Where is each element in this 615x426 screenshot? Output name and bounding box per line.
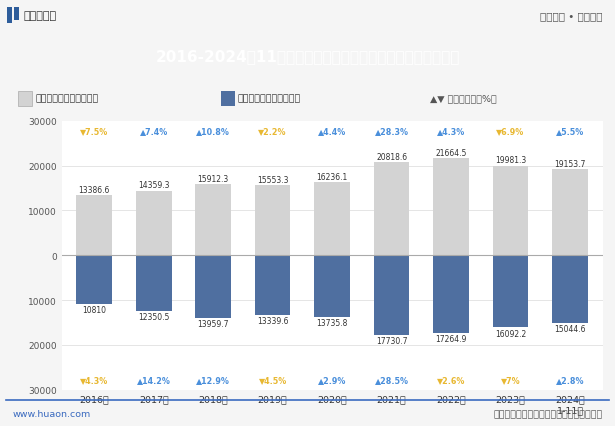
- Bar: [136, 191, 172, 256]
- Bar: [552, 170, 588, 256]
- Text: www.huaon.com: www.huaon.com: [12, 409, 90, 418]
- Text: ▲10.8%: ▲10.8%: [196, 127, 230, 136]
- Text: ▲7.4%: ▲7.4%: [140, 127, 168, 136]
- Bar: [374, 162, 410, 256]
- Text: ▼2.2%: ▼2.2%: [258, 127, 287, 136]
- Text: 19153.7: 19153.7: [554, 160, 585, 169]
- Text: 13339.6: 13339.6: [257, 317, 288, 325]
- Text: ▼6.9%: ▼6.9%: [496, 127, 525, 136]
- Text: 17730.7: 17730.7: [376, 336, 407, 345]
- Text: 2016-2024年11月中国与亚太经济合作组织进、出口商品总值: 2016-2024年11月中国与亚太经济合作组织进、出口商品总值: [156, 49, 459, 64]
- Text: 进口商品总值（亿美元）: 进口商品总值（亿美元）: [238, 95, 301, 104]
- Text: 13959.7: 13959.7: [197, 320, 229, 328]
- Text: 19981.3: 19981.3: [495, 156, 526, 165]
- Text: 16236.1: 16236.1: [317, 173, 347, 181]
- Bar: [433, 159, 469, 256]
- Bar: [14, 8, 19, 21]
- Text: 15553.3: 15553.3: [257, 176, 288, 185]
- Bar: [493, 166, 528, 256]
- Text: 14359.3: 14359.3: [138, 181, 169, 190]
- Text: 专业严谨 • 客观科学: 专业严谨 • 客观科学: [540, 11, 603, 21]
- Bar: [314, 183, 350, 256]
- Bar: [196, 184, 231, 256]
- Text: ▲2.9%: ▲2.9%: [318, 375, 346, 384]
- Text: 12350.5: 12350.5: [138, 312, 169, 321]
- Text: ▼7.5%: ▼7.5%: [80, 127, 108, 136]
- Text: 华经情报网: 华经情报网: [23, 11, 57, 21]
- Text: ▼4.3%: ▼4.3%: [80, 375, 108, 384]
- Text: ▲2.8%: ▲2.8%: [556, 375, 584, 384]
- Text: ▼2.6%: ▼2.6%: [437, 375, 465, 384]
- Text: 出口商品总值（亿美元）: 出口商品总值（亿美元）: [35, 95, 98, 104]
- Text: ▲4.3%: ▲4.3%: [437, 127, 465, 136]
- Text: 13735.8: 13735.8: [316, 318, 348, 327]
- Text: 20818.6: 20818.6: [376, 152, 407, 161]
- Text: 10810: 10810: [82, 305, 106, 314]
- Text: 21664.5: 21664.5: [435, 148, 467, 157]
- Bar: [221, 92, 235, 106]
- Text: ▲28.5%: ▲28.5%: [375, 375, 408, 384]
- Bar: [196, 256, 231, 318]
- Text: 15912.3: 15912.3: [197, 174, 229, 183]
- Text: ▲12.9%: ▲12.9%: [196, 375, 230, 384]
- Text: ▲▼ 同比增长率（%）: ▲▼ 同比增长率（%）: [430, 95, 498, 104]
- Bar: [493, 256, 528, 328]
- Text: 13386.6: 13386.6: [79, 185, 110, 194]
- Bar: [136, 256, 172, 311]
- Bar: [552, 256, 588, 323]
- Text: 数据来源：中国海关，华经产业研究院整理: 数据来源：中国海关，华经产业研究院整理: [493, 409, 603, 418]
- Bar: [374, 256, 410, 335]
- Bar: [314, 256, 350, 317]
- Text: ▲5.5%: ▲5.5%: [556, 127, 584, 136]
- Text: ▲4.4%: ▲4.4%: [318, 127, 346, 136]
- Text: ▼4.5%: ▼4.5%: [258, 375, 287, 384]
- Text: 17264.9: 17264.9: [435, 334, 467, 343]
- Bar: [7, 8, 12, 24]
- Text: ▲14.2%: ▲14.2%: [137, 375, 170, 384]
- Bar: [255, 186, 290, 256]
- Bar: [433, 256, 469, 333]
- Text: 16092.2: 16092.2: [495, 329, 526, 338]
- Text: 15044.6: 15044.6: [554, 324, 585, 333]
- Bar: [76, 256, 112, 304]
- Text: ▲28.3%: ▲28.3%: [375, 127, 408, 136]
- Bar: [255, 256, 290, 315]
- Bar: [76, 196, 112, 256]
- Bar: [18, 92, 32, 106]
- Text: ▼7%: ▼7%: [501, 375, 520, 384]
